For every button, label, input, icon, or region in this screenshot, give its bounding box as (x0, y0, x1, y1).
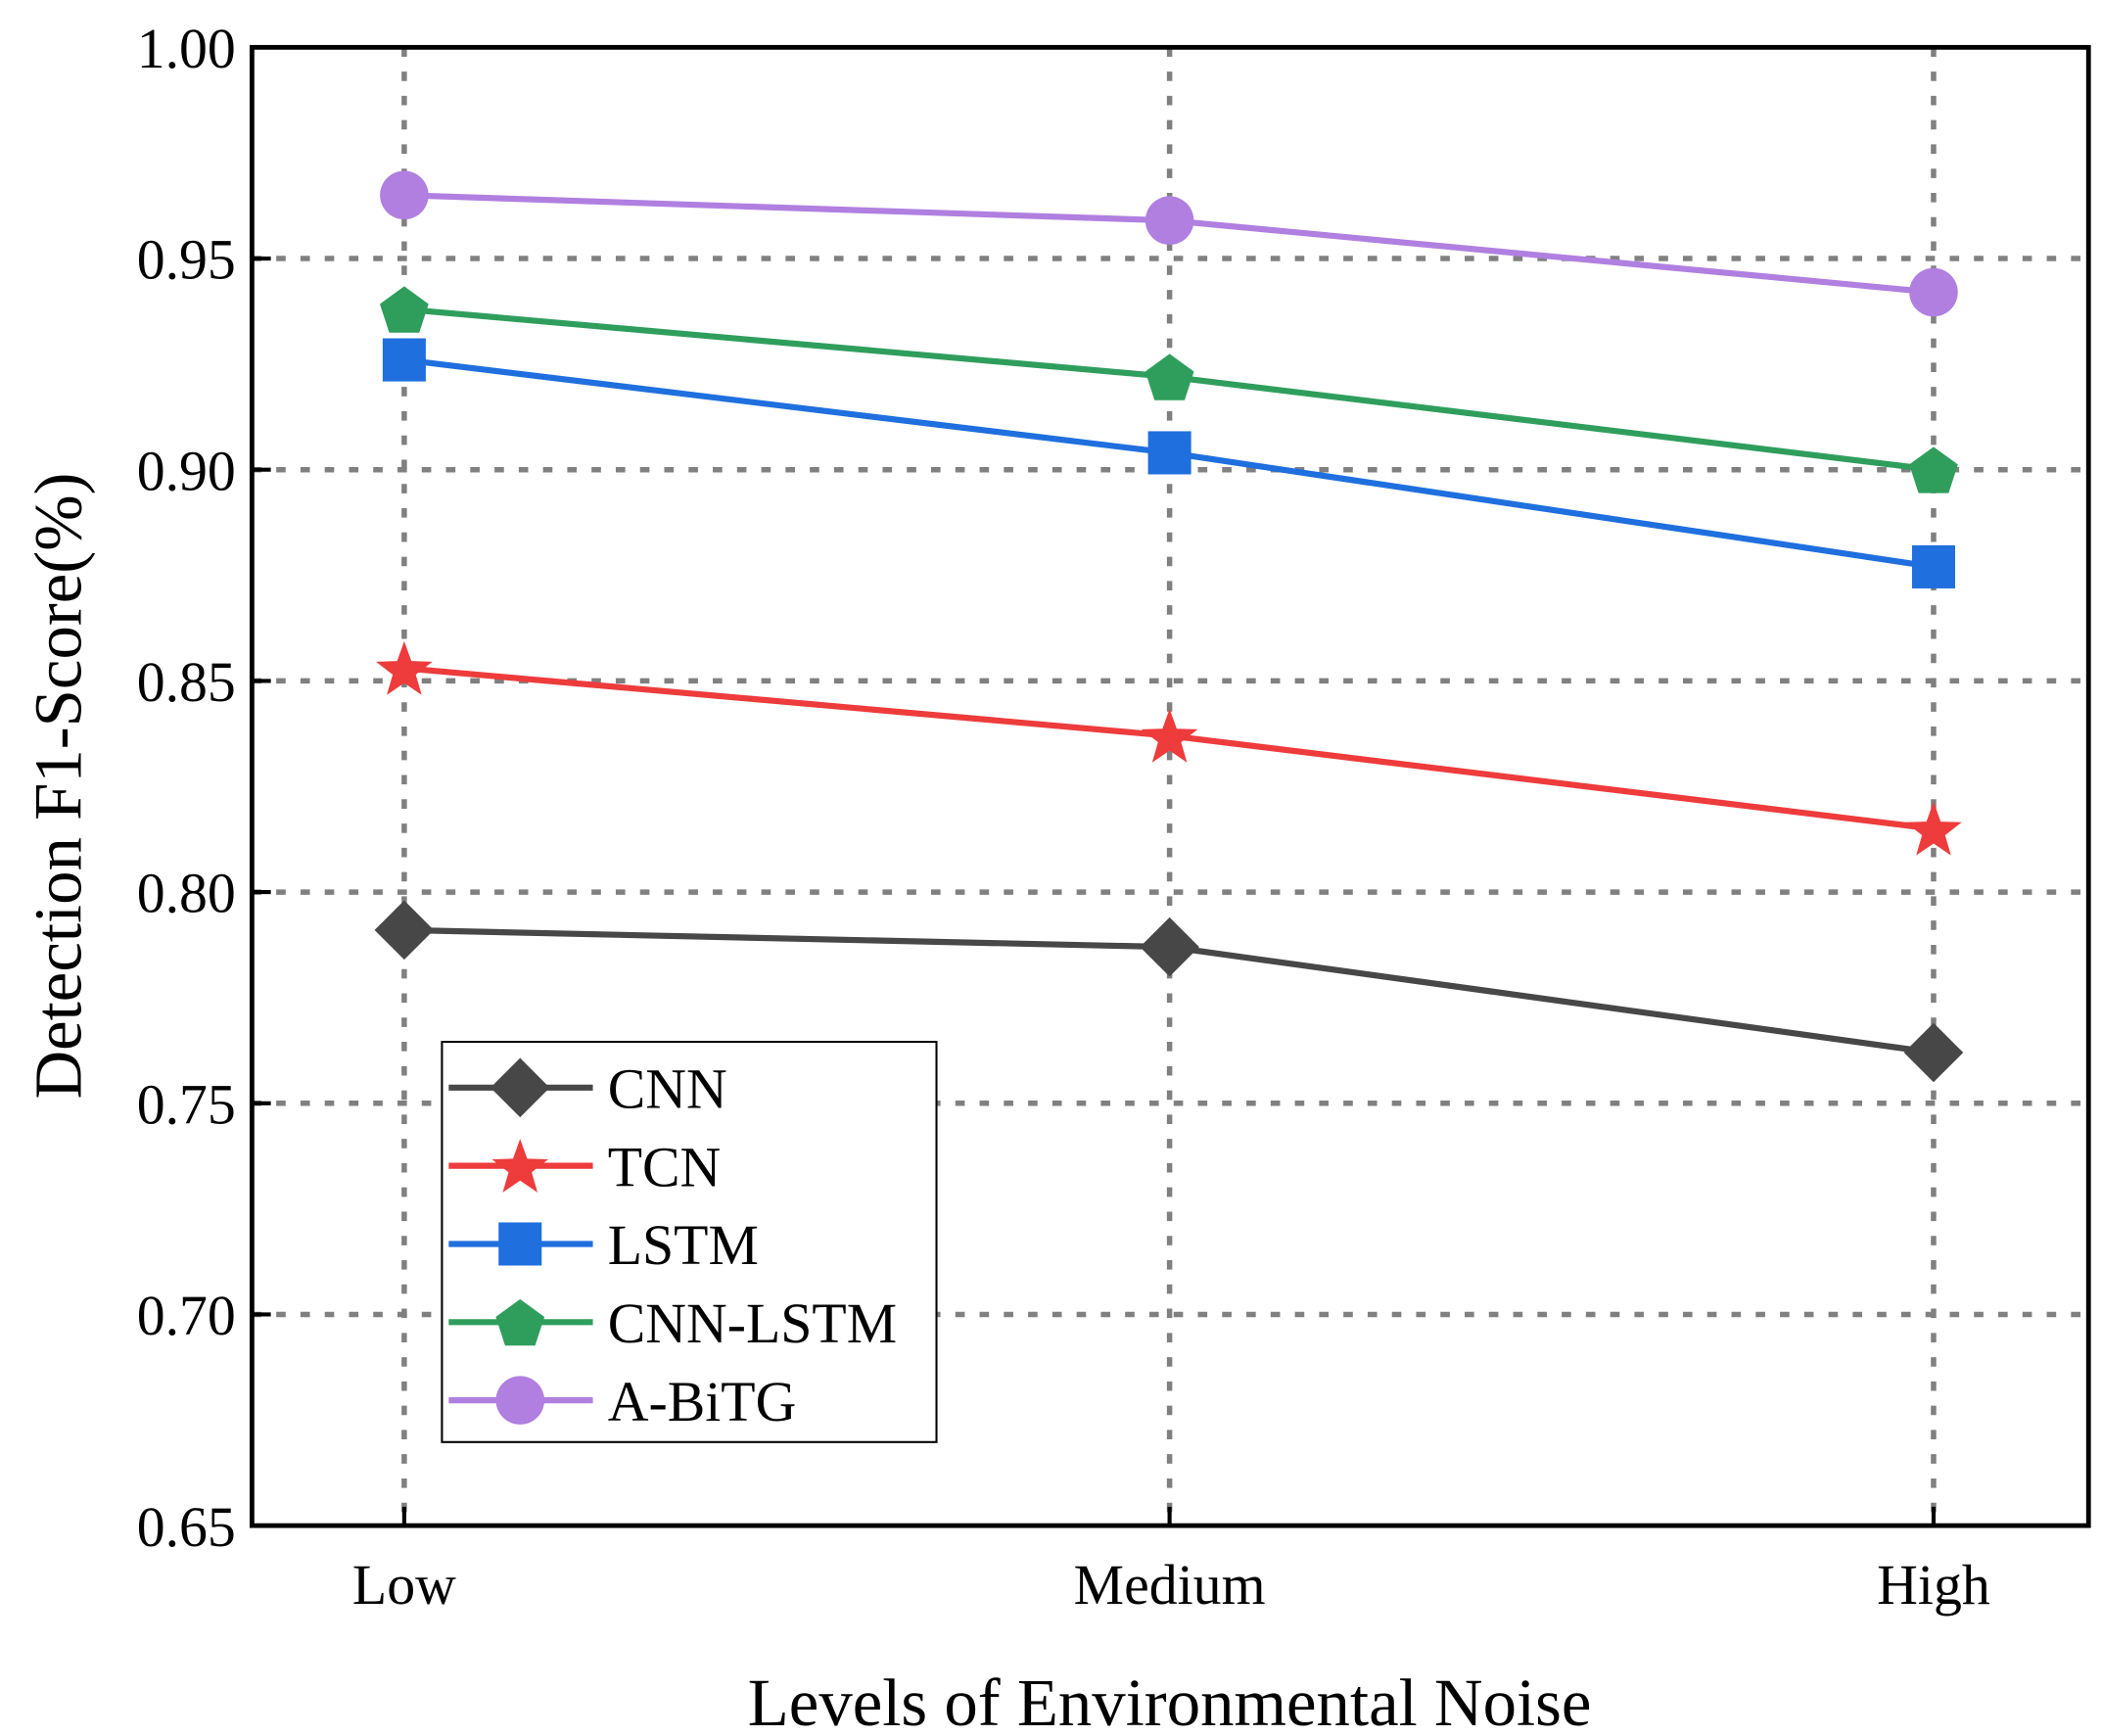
data-point-square (1147, 431, 1191, 475)
y-tick-label: 0.85 (137, 650, 236, 714)
y-tick-label: 0.80 (137, 862, 236, 925)
series-cnn-lstm (380, 286, 1958, 493)
data-point-diamond (374, 900, 435, 961)
y-tick-label: 0.90 (137, 439, 236, 502)
y-axis-label: Detection F1-Score(%) (22, 473, 96, 1100)
x-tick-label: Medium (1074, 1553, 1266, 1617)
series-lstm (382, 338, 1955, 588)
data-point-diamond (1903, 1022, 1964, 1083)
legend-marker-pentagon (495, 1298, 545, 1346)
legend-entry: A-BiTG (448, 1370, 796, 1433)
data-point-square (382, 338, 426, 382)
legend-entry: LSTM (448, 1213, 759, 1277)
series-a-bitg (380, 170, 1958, 317)
data-point-circle (1144, 196, 1194, 245)
legend-marker-square (498, 1222, 542, 1266)
series-layer (374, 170, 1964, 1083)
x-tick-label: High (1877, 1553, 1990, 1617)
legend-label: A-BiTG (608, 1370, 797, 1433)
series-tcn (376, 640, 1962, 856)
legend-marker-circle (495, 1376, 545, 1425)
data-point-pentagon (1144, 353, 1194, 400)
data-point-diamond (1140, 916, 1199, 977)
y-tick-label: 0.75 (137, 1072, 236, 1136)
legend-label: TCN (608, 1135, 722, 1198)
legend-entry: TCN (448, 1135, 721, 1198)
axis-ticks: 0.65 0.70 0.75 0.80 0.85 0.90 0.95 1.00 Low Mediu… (137, 17, 1990, 1617)
data-point-pentagon (1909, 446, 1958, 493)
legend-marker-star (491, 1139, 549, 1193)
y-tick-label: 0.70 (137, 1284, 236, 1347)
legend: CNN TCN LSTM CNN-LSTM A-BiTG (441, 1041, 938, 1443)
y-tick-label: 0.95 (137, 228, 236, 292)
x-axis-label: Levels of Environmental Noise (748, 1666, 1592, 1736)
legend-entry: CNN-LSTM (448, 1291, 897, 1355)
data-point-square (1911, 544, 1955, 588)
y-tick-label: 0.65 (137, 1495, 236, 1559)
data-point-circle (1909, 267, 1958, 317)
data-point-star (1905, 801, 1962, 856)
data-point-circle (380, 170, 429, 220)
y-tick-label: 1.00 (137, 17, 236, 80)
data-point-star (376, 640, 433, 695)
data-point-star (1141, 708, 1198, 763)
legend-label: LSTM (608, 1213, 759, 1277)
x-tick-label: Low (352, 1553, 456, 1617)
legend-label: CNN-LSTM (608, 1291, 897, 1355)
legend-label: CNN (608, 1056, 727, 1120)
data-point-pentagon (380, 286, 429, 333)
